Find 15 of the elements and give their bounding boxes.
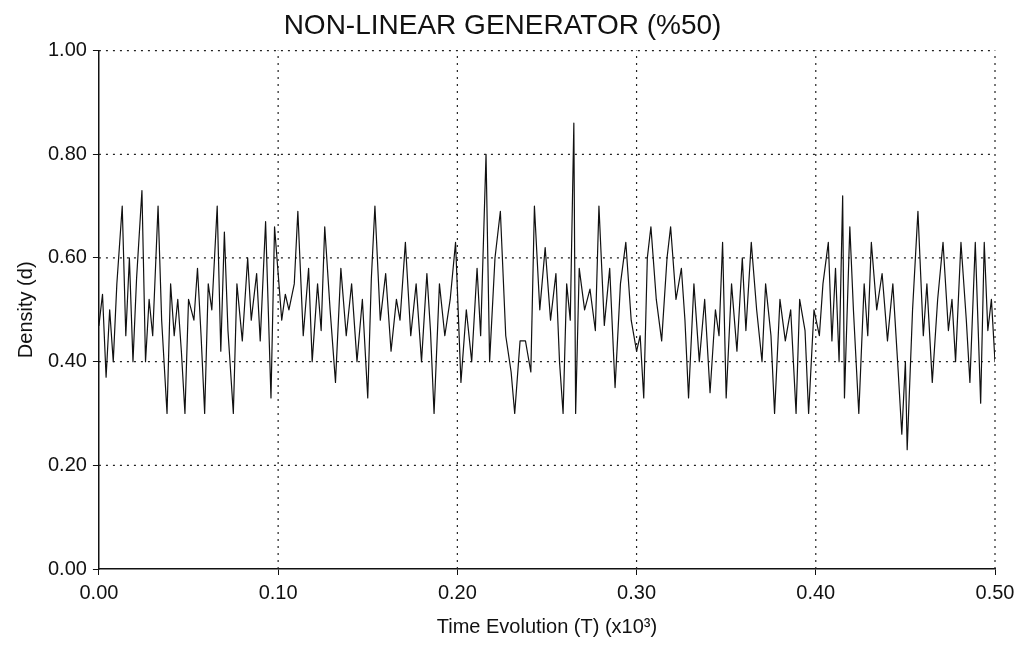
y-tick-label: 0.60 [47,245,87,268]
x-tick-label: 0.00 [79,580,119,603]
y-tick-label: 1.00 [47,38,87,61]
y-tick-label: 0.80 [47,141,87,164]
y-tick-label: 0.00 [47,556,87,579]
x-tick-label: 0.20 [437,580,477,603]
x-tick-label: 0.40 [796,580,836,603]
x-tick-label: 0.50 [975,580,1015,603]
chart-title: NON-LINEAR GENERATOR (%50) [283,8,722,40]
y-axis-title: Density (d) [13,261,36,359]
x-axis-title: Time Evolution (T) (x10³) [436,614,658,637]
x-tick-label: 0.30 [617,580,657,603]
y-tick-label: 0.20 [47,452,87,475]
y-tick-label: 0.40 [47,349,87,372]
x-tick-label: 0.10 [258,580,298,603]
